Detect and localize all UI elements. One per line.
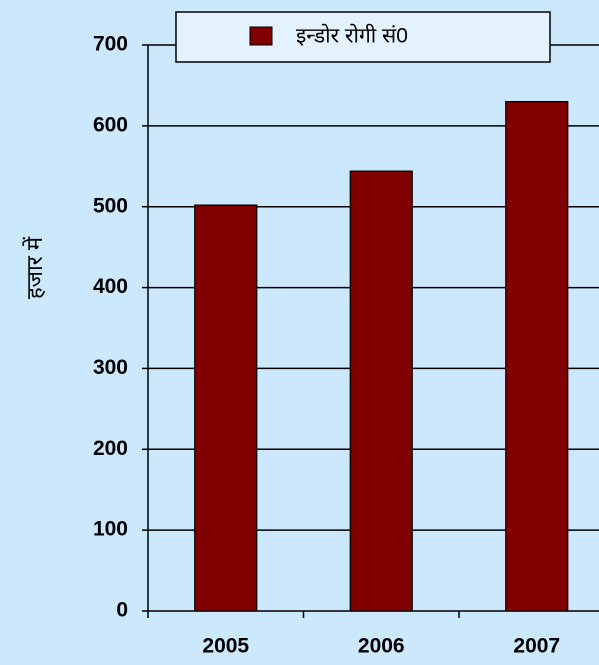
bar (505, 100, 569, 612)
y-tick-label: 700 (93, 33, 128, 56)
y-tick-label: 500 (93, 194, 128, 217)
y-tick-label: 600 (93, 113, 128, 136)
x-tick-label: 2005 (202, 635, 249, 658)
legend-label: इन्डोर रोगी सं0 (296, 24, 408, 48)
legend-swatch (249, 26, 273, 46)
y-axis-label: हजार में (22, 236, 47, 299)
y-tick-label: 400 (93, 275, 128, 298)
y-tick-label: 0 (116, 599, 128, 622)
x-tick-label: 2006 (358, 635, 405, 658)
bar (194, 204, 258, 612)
x-tick-label: 2007 (513, 635, 560, 658)
y-tick-label: 300 (93, 356, 128, 379)
legend-box (175, 11, 551, 63)
y-tick-label: 100 (93, 518, 128, 541)
bar (349, 170, 413, 612)
y-tick-label: 200 (93, 437, 128, 460)
